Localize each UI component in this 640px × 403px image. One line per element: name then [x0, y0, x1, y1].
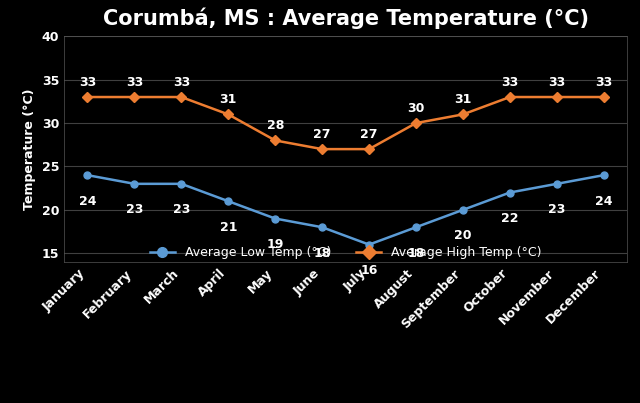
Text: 33: 33	[548, 76, 565, 89]
Y-axis label: Temperature (°C): Temperature (°C)	[23, 88, 36, 210]
Average High Temp (°C)	[506, 95, 514, 100]
Average Low Temp (°C)	[271, 216, 279, 221]
Average Low Temp (°C)	[318, 225, 326, 230]
Average Low Temp (°C)	[412, 225, 420, 230]
Average High Temp (°C)	[459, 112, 467, 117]
Text: 31: 31	[220, 93, 237, 106]
Text: 27: 27	[360, 128, 378, 141]
Text: 22: 22	[501, 212, 518, 225]
Average High Temp (°C)	[365, 147, 373, 152]
Text: 33: 33	[501, 76, 518, 89]
Legend: Average Low Temp (°C), Average High Temp (°C): Average Low Temp (°C), Average High Temp…	[145, 241, 547, 264]
Text: 33: 33	[79, 76, 96, 89]
Text: 33: 33	[126, 76, 143, 89]
Average High Temp (°C)	[225, 112, 232, 117]
Text: 23: 23	[125, 203, 143, 216]
Average High Temp (°C)	[553, 95, 561, 100]
Text: 24: 24	[595, 195, 612, 208]
Average High Temp (°C)	[84, 95, 92, 100]
Average Low Temp (°C)	[506, 190, 514, 195]
Average Low Temp (°C)	[225, 199, 232, 204]
Text: 33: 33	[595, 76, 612, 89]
Average Low Temp (°C)	[459, 208, 467, 212]
Text: 24: 24	[79, 195, 96, 208]
Line: Average High Temp (°C): Average High Temp (°C)	[84, 93, 607, 153]
Title: Corumbá, MS : Average Temperature (°C): Corumbá, MS : Average Temperature (°C)	[102, 8, 589, 29]
Text: 27: 27	[314, 128, 331, 141]
Text: 18: 18	[407, 247, 425, 260]
Average Low Temp (°C)	[553, 181, 561, 186]
Average Low Temp (°C)	[84, 173, 92, 178]
Text: 16: 16	[360, 264, 378, 277]
Text: 30: 30	[407, 102, 425, 115]
Average High Temp (°C)	[318, 147, 326, 152]
Average Low Temp (°C)	[365, 242, 373, 247]
Average High Temp (°C)	[177, 95, 185, 100]
Average High Temp (°C)	[271, 138, 279, 143]
Average Low Temp (°C)	[177, 181, 185, 186]
Text: 23: 23	[173, 203, 190, 216]
Text: 33: 33	[173, 76, 190, 89]
Average High Temp (°C)	[412, 120, 420, 125]
Text: 31: 31	[454, 93, 472, 106]
Text: 19: 19	[266, 238, 284, 251]
Average Low Temp (°C)	[600, 173, 607, 178]
Text: 23: 23	[548, 203, 566, 216]
Average High Temp (°C)	[600, 95, 607, 100]
Text: 18: 18	[314, 247, 331, 260]
Average High Temp (°C)	[131, 95, 138, 100]
Text: 20: 20	[454, 229, 472, 242]
Text: 28: 28	[266, 119, 284, 132]
Text: 21: 21	[220, 220, 237, 234]
Line: Average Low Temp (°C): Average Low Temp (°C)	[84, 172, 607, 248]
Average Low Temp (°C)	[131, 181, 138, 186]
